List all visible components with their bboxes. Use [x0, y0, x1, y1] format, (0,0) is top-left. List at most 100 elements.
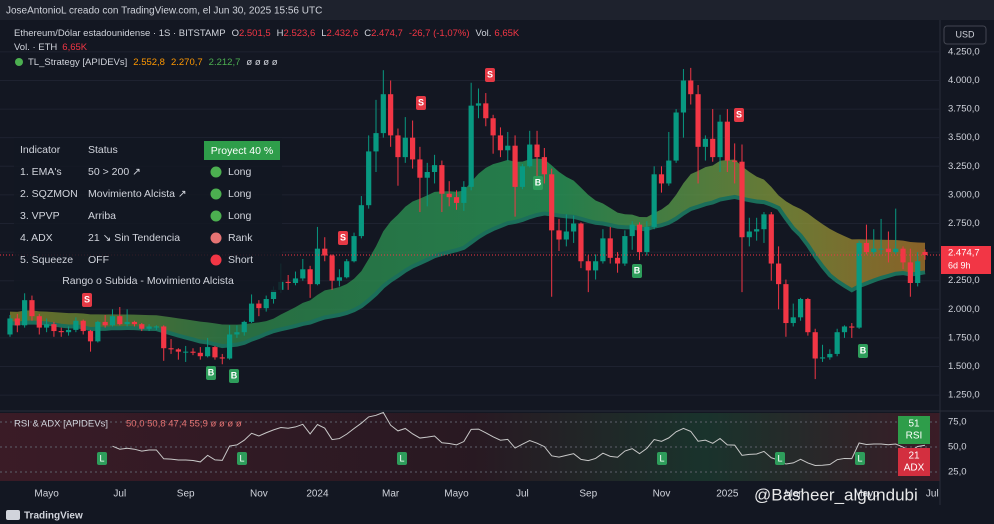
candle-body [109, 316, 116, 326]
x-tick-label: Mar [382, 489, 400, 500]
table-header: Status [88, 144, 118, 156]
candle-body [673, 112, 679, 161]
currency-box[interactable] [943, 25, 987, 45]
y-tick-label: 3.250,0 [948, 161, 980, 172]
candle-body [790, 317, 796, 324]
signal-label: S [487, 69, 493, 79]
x-tick-label: Mayo [444, 489, 469, 500]
candle-body [395, 135, 401, 158]
x-tick-label: Jul [926, 489, 939, 500]
signal-label: S [84, 294, 90, 304]
candle-body [446, 193, 452, 198]
candle-body [695, 94, 701, 147]
candle-body [849, 326, 855, 328]
rsi-tick-label: 25,0 [948, 467, 967, 478]
candle-body [761, 214, 767, 230]
candle-body [878, 248, 884, 250]
signal-dot [210, 210, 222, 222]
x-tick-label: Mar [785, 489, 803, 500]
candle-body [834, 332, 840, 354]
candle-body [146, 326, 152, 329]
candle-body [468, 105, 474, 187]
rsi-box [898, 416, 930, 444]
candle-body [73, 320, 79, 330]
y-tick-label: 3.000,0 [948, 189, 980, 200]
signal-label: B [634, 265, 641, 275]
candle-body [746, 231, 752, 238]
candle-body [241, 321, 247, 333]
vol-line-label: Vol. · ETH [14, 42, 57, 53]
indicator-signal: Rank [228, 232, 253, 244]
y-tick-label: 1.500,0 [948, 361, 980, 372]
volume-line: Vol. · ETH 6,65K [14, 42, 88, 53]
candle-body [885, 248, 891, 253]
candle-body [724, 121, 730, 161]
candle-body [680, 80, 687, 113]
candle-body [856, 242, 862, 328]
candle-body [622, 236, 628, 264]
signal-label: S [418, 97, 424, 107]
table-footer: Rango o Subida - Movimiento Alcista [62, 275, 234, 287]
signal-dot [210, 166, 222, 178]
candle-body [212, 347, 218, 358]
indicator-name: 4. ADX [20, 232, 53, 244]
brand: TradingView [24, 511, 83, 522]
candle-body [907, 262, 913, 283]
candle-body [366, 151, 372, 206]
candle-body [453, 197, 460, 203]
candle-body [344, 261, 350, 278]
candle-body [329, 255, 335, 281]
candle-body [600, 238, 606, 262]
candle-body [483, 103, 489, 119]
candle-body [14, 318, 20, 326]
table-header: Indicator [20, 144, 61, 156]
rsi-marker-box [97, 452, 107, 465]
candle-body [402, 137, 408, 158]
ohlc-key: C [364, 28, 371, 39]
candle-body [900, 248, 906, 263]
watermark: @Basheer_algundubi [754, 485, 918, 504]
candle-body [314, 248, 321, 285]
candle-body [512, 145, 518, 187]
candle-body [505, 145, 511, 151]
rsi-marker-box [397, 452, 407, 465]
candle-body [497, 135, 504, 151]
candle-body [827, 353, 833, 358]
signal-box [485, 68, 495, 82]
indicator-signal: Short [228, 254, 253, 266]
candle-body [234, 332, 240, 335]
indicator-name: 2. SQZMON [20, 188, 78, 200]
candle-body [58, 331, 64, 333]
candle-body [117, 316, 123, 325]
candle-body [358, 205, 364, 237]
signal-box [338, 231, 348, 245]
candle-body [248, 303, 255, 322]
rsi-marker-box [657, 452, 667, 465]
indicator-signal: Long [228, 188, 252, 200]
candle-body [644, 226, 650, 253]
symbol: Ethereum/Dólar estadounidense · 1S · BIT… [14, 28, 226, 39]
rsi-marker: L [857, 453, 862, 463]
signal-label: B [231, 370, 238, 380]
rsi-values: 50,0 50,8 47,4 55,9 ø ø ø ø [126, 419, 242, 430]
candle-body [614, 257, 621, 264]
candle-body [417, 159, 423, 178]
candle-body [300, 269, 306, 279]
candle-body [651, 174, 657, 227]
table-header: Proyect 40 % [211, 145, 273, 157]
candle-body [812, 332, 818, 359]
last-price-tag [941, 245, 991, 274]
candle-body [556, 230, 562, 240]
candle-body [658, 174, 665, 184]
y-tick-label: 2.750,0 [948, 218, 980, 229]
signal-label: B [535, 177, 542, 187]
candle-body [87, 331, 94, 342]
y-tick-label: 1.750,0 [948, 332, 980, 343]
signal-box [533, 176, 543, 190]
candle-body [322, 248, 328, 256]
candle-body [51, 324, 57, 332]
candle-body [893, 248, 899, 253]
candle-body [702, 138, 708, 147]
candle-body [380, 94, 386, 134]
candle-body [424, 172, 430, 178]
